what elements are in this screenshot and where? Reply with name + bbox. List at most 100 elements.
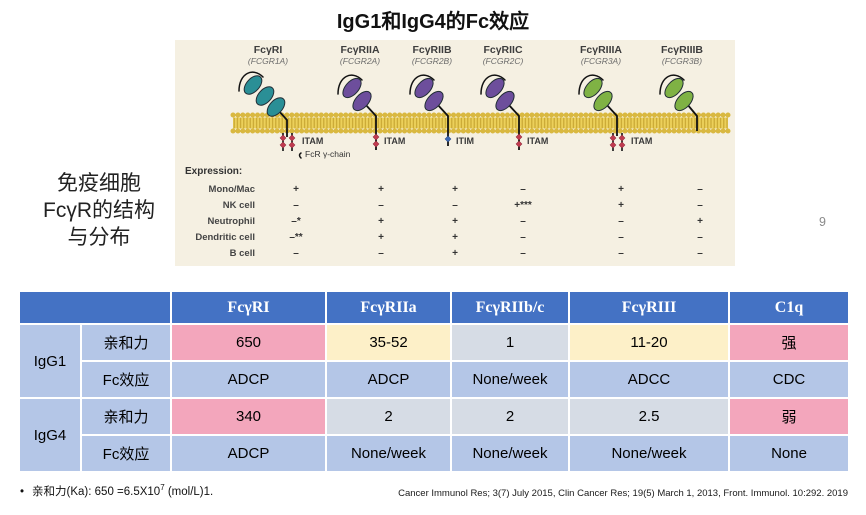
motif-label-3: ITIM	[456, 136, 474, 146]
receptor-3-gene: (FCGR2B)	[412, 56, 452, 66]
receptor-2-name: FcγRIIA	[340, 44, 380, 56]
receptor-1-domains	[243, 75, 286, 117]
expression-heading: Expression:	[185, 166, 242, 177]
expression-value: –	[452, 200, 458, 211]
row-label: 亲和力	[80, 397, 172, 436]
expression-row-label: NK cell	[223, 200, 255, 211]
figure-background	[175, 40, 735, 266]
table-cell: 11-20	[568, 323, 730, 362]
table-cell: None/week	[325, 434, 452, 473]
table-cell: CDC	[728, 360, 850, 399]
header-cell-fcgr1: FcγRI	[170, 290, 327, 325]
affinity-footnote: • 亲和力(Ka): 650 =6.5X107 (mol/L)1.	[20, 483, 213, 499]
expression-value: +	[378, 232, 384, 243]
side-caption-line: FcγR的结构	[43, 199, 155, 222]
expression-value: +	[293, 184, 299, 195]
expression-value: +	[452, 216, 458, 227]
header-cell-empty	[18, 290, 172, 325]
expression-value: –	[618, 232, 624, 243]
receptor-1-gene: (FCGR1A)	[248, 56, 288, 66]
group-label-igg4: IgG4	[18, 397, 82, 473]
expression-value: –	[293, 248, 299, 259]
header-cell-fcgr2bc: FcγRIIb/c	[450, 290, 570, 325]
header-cell-fcgr3: FcγRIII	[568, 290, 730, 325]
receptor-1-name: FcγRI	[254, 44, 283, 56]
table-cell: ADCP	[170, 434, 327, 473]
gamma-chain-bracket	[298, 152, 302, 159]
expression-value: –	[697, 248, 703, 259]
motif-label-5: ITAM	[631, 136, 652, 146]
expression-value: +***	[514, 200, 532, 211]
expression-row-label: Neutrophil	[208, 216, 256, 227]
receptor-4-gene: (FCGR2C)	[483, 56, 524, 66]
fcgr-receptor-figure: FcγRI (FCGR1A) FcγRIIA (FCGR2A) FcγRIIB …	[175, 40, 735, 266]
receptor-5-gene: (FCGR3A)	[581, 56, 621, 66]
expression-value: +	[452, 232, 458, 243]
motif-label-4: ITAM	[527, 136, 548, 146]
receptor-3-name: FcγRIIB	[412, 44, 452, 56]
table-cell: 1	[450, 323, 570, 362]
table-cell: 2	[450, 397, 570, 436]
receptor-2-gene: (FCGR2A)	[340, 56, 380, 66]
table-cell: ADCP	[170, 360, 327, 399]
expression-value: +	[452, 248, 458, 259]
table-cell: ADCC	[568, 360, 730, 399]
table-row: IgG1 亲和力 650 35-52 1 11-20 强	[18, 323, 850, 399]
receptor-4-domains	[485, 77, 515, 112]
igg-fc-comparison-table: FcγRI FcγRIIa FcγRIIb/c FcγRIII C1q IgG1…	[18, 290, 850, 473]
expression-value: –*	[291, 216, 301, 227]
row-label: Fc效应	[80, 434, 172, 473]
table-cell: 2	[325, 397, 452, 436]
expression-value: –	[520, 184, 526, 195]
motif-label-2: ITAM	[384, 136, 405, 146]
expression-value: +	[618, 200, 624, 211]
footnote-exponent: 7	[160, 483, 165, 493]
expression-value: +	[378, 216, 384, 227]
expression-row-label: B cell	[230, 248, 255, 259]
expression-value: –	[378, 248, 384, 259]
expression-value: –	[697, 200, 703, 211]
expression-value: –	[293, 200, 299, 211]
side-caption-line: 免疫细胞	[57, 172, 141, 195]
footnote-bullet: •	[20, 486, 25, 498]
expression-value: +	[618, 184, 624, 195]
table-row: Fc效应 ADCP None/week None/week None/week …	[19, 434, 850, 473]
header-cell-c1q: C1q	[728, 290, 850, 325]
expression-value: –	[378, 200, 384, 211]
receptor-4-name: FcγRIIC	[483, 44, 523, 56]
receptor-6-name: FcγRIIIB	[661, 44, 703, 56]
table-cell: None	[728, 434, 850, 473]
group-label-igg1: IgG1	[18, 323, 82, 399]
cell-membrane	[230, 112, 731, 134]
footnote-tail: (mol/L)1.	[164, 486, 214, 498]
gamma-chain-label: FcR γ-chain	[305, 149, 351, 159]
expression-value: –	[618, 248, 624, 259]
table-cell: 弱	[728, 397, 850, 436]
table-row: IgG4 亲和力 340 2 2 2.5 弱	[18, 397, 850, 473]
expression-value: –	[697, 184, 703, 195]
table-header-row: FcγRI FcγRIIa FcγRIIb/c FcγRIII C1q	[18, 290, 850, 325]
footnote-text: 亲和力(Ka): 650 =6.5X10	[32, 486, 161, 498]
table-cell: ADCP	[325, 360, 452, 399]
slide-title: IgG1和IgG4的Fc效应	[336, 11, 530, 33]
side-caption: 免疫细胞 FcγR的结构 与分布	[24, 170, 174, 251]
expression-value: –	[697, 232, 703, 243]
table-cell: 2.5	[568, 397, 730, 436]
header-cell-fcgr2a: FcγRIIa	[325, 290, 452, 325]
row-label: 亲和力	[80, 323, 172, 362]
table-cell: 650	[170, 323, 327, 362]
expression-value: –	[520, 248, 526, 259]
table-cell: None/week	[568, 434, 730, 473]
table-row: Fc效应 ADCP ADCP None/week ADCC CDC	[19, 360, 850, 399]
expression-value: –	[618, 216, 624, 227]
page-number: 9	[819, 215, 826, 229]
table-cell: 强	[728, 323, 850, 362]
receptor-5-domains	[583, 77, 613, 112]
table-cell: None/week	[450, 434, 570, 473]
expression-row-label: Dendritic cell	[195, 232, 255, 243]
table-cell: 340	[170, 397, 327, 436]
expression-value: –	[520, 232, 526, 243]
motif-label-1: ITAM	[302, 136, 323, 146]
expression-value: +	[378, 184, 384, 195]
